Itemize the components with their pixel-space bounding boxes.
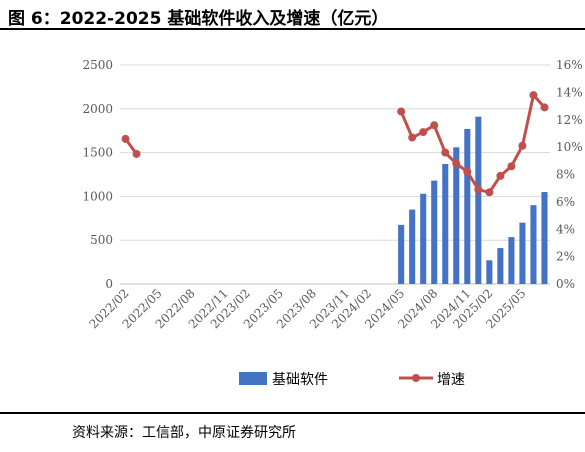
right-axis: 0% 2% 4% 6% 8% 10% 12% 14% 16% (556, 58, 583, 291)
left-tick-label: 1500 (82, 146, 113, 160)
right-tick-label: 10% (556, 140, 583, 154)
bar-series (398, 116, 548, 285)
legend-swatch-marker (412, 374, 420, 382)
legend: 基础软件 增速 (239, 371, 465, 388)
gridlines (120, 64, 550, 285)
bar (431, 180, 438, 284)
growth-point (474, 185, 483, 194)
growth-point (518, 141, 527, 150)
growth-point (485, 188, 494, 197)
growth-point (419, 128, 428, 137)
source-note: 资料来源：工信部，中原证券研究所 (72, 425, 296, 441)
left-tick-label: 2000 (82, 102, 113, 116)
growth-point (452, 159, 461, 168)
bar (519, 222, 526, 284)
chart-title: 图 6：2022-2025 基础软件收入及增速（亿元） (8, 9, 389, 29)
chart: 0 500 1000 1500 2000 2500 0% 2% 4% 6% 8% 10% 12% 14%… (82, 58, 583, 388)
bar (464, 128, 471, 284)
growth-point (496, 171, 505, 180)
growth-point (121, 134, 130, 143)
growth-point (540, 103, 549, 112)
growth-point (463, 167, 472, 176)
right-tick-label: 14% (556, 85, 583, 99)
growth-point (529, 91, 538, 100)
right-tick-label: 12% (556, 113, 583, 127)
bar (508, 237, 515, 284)
growth-point (430, 121, 439, 130)
right-tick-label: 2% (556, 250, 575, 264)
right-tick-label: 4% (556, 222, 575, 236)
x-axis: 2022/022022/052022/082022/112023/022023/… (86, 286, 528, 331)
left-tick-label: 0 (105, 277, 113, 291)
legend-label-line: 增速 (437, 372, 465, 388)
bottom-rule (0, 412, 585, 414)
left-axis: 0 500 1000 1500 2000 2500 (82, 58, 113, 291)
bar (541, 192, 548, 284)
bar (530, 205, 537, 284)
right-tick-label: 8% (556, 168, 575, 182)
bar (398, 224, 405, 284)
bar (442, 163, 449, 284)
line-series (121, 91, 549, 197)
growth-point (408, 133, 417, 142)
top-rule (0, 28, 585, 30)
growth-point (397, 107, 406, 116)
bar (486, 260, 493, 284)
left-tick-label: 1000 (82, 189, 113, 203)
left-tick-label: 500 (90, 233, 113, 247)
growth-point (441, 148, 450, 157)
bar (475, 116, 482, 285)
bar (497, 248, 504, 284)
right-tick-label: 6% (556, 195, 575, 209)
bar (453, 147, 460, 284)
legend-swatch-bar (239, 372, 267, 385)
bar (409, 209, 416, 284)
right-tick-label: 16% (556, 58, 583, 72)
bar (420, 193, 427, 284)
right-tick-label: 0% (556, 277, 575, 291)
growth-point (507, 162, 516, 171)
legend-label-bar: 基础软件 (272, 371, 328, 388)
growth-point (132, 149, 141, 158)
left-tick-label: 2500 (82, 58, 113, 72)
